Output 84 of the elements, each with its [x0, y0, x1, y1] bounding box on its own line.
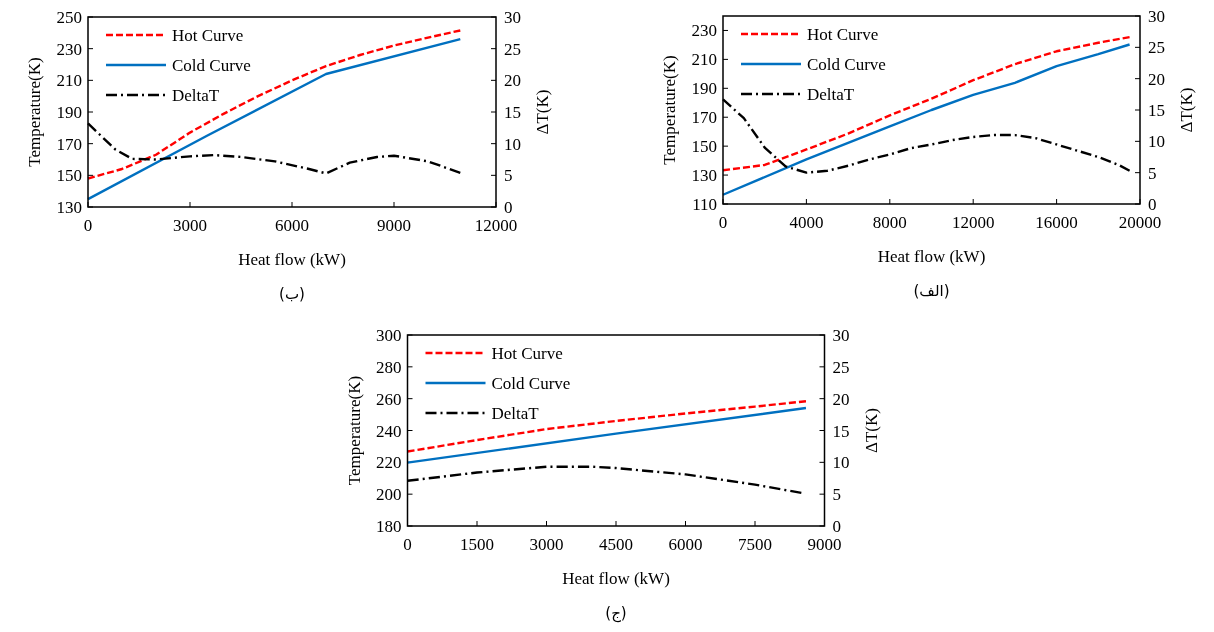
- x-tick-label: 4500: [599, 535, 633, 554]
- legend-label: DeltaT: [807, 85, 855, 104]
- y2-axis-title: ΔT(K): [1177, 87, 1196, 133]
- y2-tick-label: 15: [1148, 101, 1165, 120]
- y-axis-title: Temperature(K): [344, 375, 364, 486]
- x-tick-label: 12000: [474, 216, 518, 235]
- legend-label: DeltaT: [491, 404, 540, 423]
- line-series: [721, 43, 1131, 196]
- y2-tick-label: 25: [1148, 38, 1165, 58]
- x-tick-label: 20000: [1118, 213, 1162, 232]
- line-series: [86, 29, 462, 180]
- y-axis-title: Temperature(K): [25, 57, 44, 167]
- y-tick-label: 300: [376, 326, 402, 345]
- y-tick-label: 110: [692, 195, 717, 214]
- y2-tick-label: 5: [1148, 163, 1157, 183]
- y-tick-label: 150: [691, 137, 717, 157]
- legend-label: Hot Curve: [807, 25, 879, 44]
- y-tick-label: 150: [56, 166, 82, 186]
- y2-tick-label: 25: [504, 39, 521, 59]
- y2-tick-label: 0: [504, 198, 513, 217]
- y-tick-label: 250: [56, 8, 82, 27]
- y2-tick-label: 5: [504, 166, 513, 186]
- y2-tick-label: 20: [832, 389, 850, 409]
- y2-tick-label: 30: [832, 326, 850, 345]
- y-tick-label: 280: [376, 357, 402, 377]
- y2-axis-title: ΔT(K): [861, 408, 881, 453]
- x-tick-label: 9000: [807, 535, 842, 554]
- y-tick-label: 170: [691, 108, 717, 128]
- x-axis-title: Heat flow (kW): [877, 247, 986, 266]
- y-tick-label: 260: [376, 389, 402, 409]
- y-tick-label: 230: [56, 39, 82, 59]
- y2-tick-label: 10: [1148, 132, 1165, 152]
- x-tick-label: 9000: [377, 216, 411, 235]
- x-tick-label: 16000: [1035, 213, 1078, 232]
- y2-tick-label: 30: [504, 8, 521, 27]
- y2-tick-label: 0: [1148, 195, 1157, 214]
- x-tick-label: 0: [83, 216, 93, 235]
- x-tick-label: 0: [718, 213, 728, 232]
- y-tick-label: 170: [56, 134, 82, 154]
- y2-tick-label: 30: [1148, 7, 1165, 26]
- y-tick-label: 130: [691, 166, 717, 186]
- legend-label: DeltaT: [172, 86, 220, 105]
- y-tick-label: 180: [376, 517, 402, 536]
- y2-tick-label: 20: [504, 71, 521, 91]
- legend-label: Cold Curve: [491, 374, 571, 393]
- y-tick-label: 220: [376, 453, 402, 473]
- x-tick-label: 4000: [789, 213, 824, 232]
- y2-tick-label: 20: [1148, 69, 1165, 89]
- x-tick-label: 7500: [738, 535, 772, 554]
- y-tick-label: 240: [376, 421, 402, 441]
- y-tick-label: 200: [376, 485, 402, 505]
- y2-tick-label: 25: [832, 357, 850, 377]
- legend-label: Hot Curve: [172, 26, 244, 45]
- x-tick-label: 8000: [872, 213, 907, 232]
- legend-label: Hot Curve: [491, 344, 563, 363]
- x-tick-label: 0: [403, 535, 412, 554]
- text: (ج): [605, 604, 627, 623]
- y-tick-label: 210: [691, 50, 717, 70]
- legend-label: Cold Curve: [807, 55, 886, 74]
- x-axis-title: Heat flow (kW): [238, 250, 346, 269]
- text: (ب): [279, 285, 305, 303]
- y2-tick-label: 10: [832, 453, 850, 473]
- x-tick-label: 1500: [460, 535, 494, 554]
- y-tick-label: 230: [691, 21, 717, 41]
- x-tick-label: 12000: [951, 213, 995, 232]
- y2-axis-title: ΔT(K): [533, 89, 552, 135]
- legend-label: Cold Curve: [172, 56, 251, 75]
- y2-tick-label: 15: [832, 421, 850, 441]
- y-tick-label: 190: [691, 79, 717, 99]
- y-tick-label: 190: [56, 103, 82, 122]
- x-tick-label: 6000: [275, 216, 309, 235]
- x-tick-label: 6000: [668, 535, 703, 554]
- x-tick-label: 3000: [529, 535, 564, 554]
- x-axis-title: Heat flow (kW): [562, 569, 670, 588]
- y2-tick-label: 10: [504, 134, 521, 154]
- text: (الف): [913, 282, 950, 300]
- x-tick-label: 3000: [173, 216, 207, 235]
- y2-tick-label: 15: [504, 103, 521, 122]
- y-tick-label: 130: [56, 198, 82, 217]
- y2-tick-label: 0: [832, 517, 841, 536]
- line-series: [406, 400, 808, 453]
- y-axis-title: Temperature(K): [660, 55, 679, 165]
- y-tick-label: 210: [56, 71, 82, 91]
- y2-tick-label: 5: [832, 485, 841, 505]
